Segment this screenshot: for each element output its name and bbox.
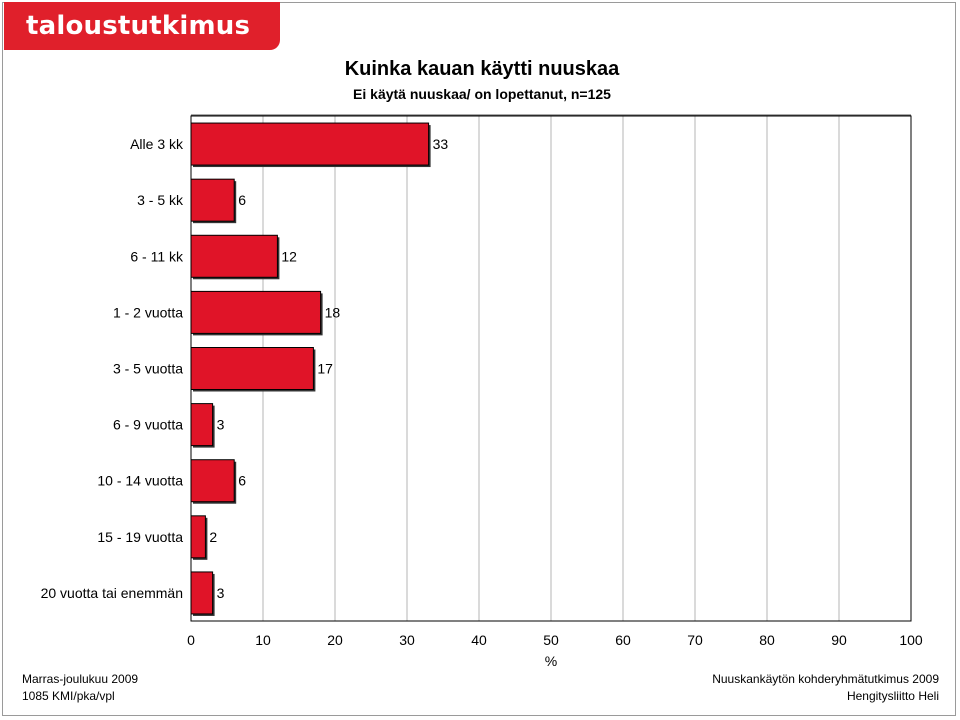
chart-title: Kuinka kauan käytti nuuskaa bbox=[344, 58, 620, 80]
bar bbox=[190, 122, 430, 166]
x-tick-label: 70 bbox=[687, 632, 703, 648]
x-tick-label: 30 bbox=[399, 632, 415, 648]
brand-logo: taloustutkimus oy bbox=[4, 2, 280, 89]
category-label: 15 - 19 vuotta bbox=[97, 529, 183, 545]
value-label: 3 bbox=[217, 585, 225, 601]
footer-right: Nuuskankäytön kohderyhmätutkimus 2009 He… bbox=[712, 671, 939, 705]
bar bbox=[190, 403, 214, 447]
value-label: 6 bbox=[238, 192, 246, 208]
category-label: Alle 3 kk bbox=[130, 136, 184, 152]
value-label: 12 bbox=[281, 248, 297, 264]
category-label: 3 - 5 vuotta bbox=[113, 361, 183, 377]
category-label: 3 - 5 kk bbox=[137, 192, 184, 208]
footer-client: Hengitysliitto Heli bbox=[846, 689, 939, 703]
x-tick-label: 80 bbox=[759, 632, 775, 648]
value-label: 3 bbox=[217, 417, 225, 433]
x-tick-label: 10 bbox=[255, 632, 271, 648]
bar bbox=[190, 459, 235, 503]
x-tick-label: 40 bbox=[471, 632, 487, 648]
x-axis-label: % bbox=[545, 653, 557, 669]
value-label: 2 bbox=[209, 529, 217, 545]
x-tick-label: 90 bbox=[831, 632, 847, 648]
bar bbox=[190, 290, 322, 334]
category-label: 6 - 11 kk bbox=[130, 248, 184, 264]
value-label: 17 bbox=[317, 361, 333, 377]
x-tick-label: 60 bbox=[615, 632, 631, 648]
footer-date: Marras-joulukuu 2009 bbox=[22, 672, 139, 686]
bar bbox=[190, 515, 206, 559]
x-tick-label: 20 bbox=[327, 632, 343, 648]
footer-study: Nuuskankäytön kohderyhmätutkimus 2009 bbox=[712, 672, 939, 686]
category-label: 6 - 9 vuotta bbox=[113, 417, 183, 433]
category-label: 1 - 2 vuotta bbox=[113, 304, 183, 320]
chart-subtitle: Ei käytä nuuskaa/ on lopettanut, n=125 bbox=[353, 86, 611, 102]
category-label: 20 vuotta tai enemmän bbox=[41, 585, 183, 601]
x-tick-label: 50 bbox=[543, 632, 559, 648]
value-label: 6 bbox=[238, 473, 246, 489]
bar bbox=[190, 571, 214, 615]
value-label: 18 bbox=[325, 304, 341, 320]
bar bbox=[190, 234, 278, 278]
value-label: 33 bbox=[433, 136, 449, 152]
footer-left: Marras-joulukuu 2009 1085 KMI/pka/vpl bbox=[22, 671, 138, 705]
bar bbox=[190, 347, 314, 390]
bar bbox=[190, 178, 235, 222]
footer-code: 1085 KMI/pka/vpl bbox=[22, 689, 115, 703]
x-tick-label: 100 bbox=[899, 632, 923, 648]
category-label: 10 - 14 vuotta bbox=[97, 473, 183, 489]
x-tick-label: 0 bbox=[187, 632, 195, 648]
